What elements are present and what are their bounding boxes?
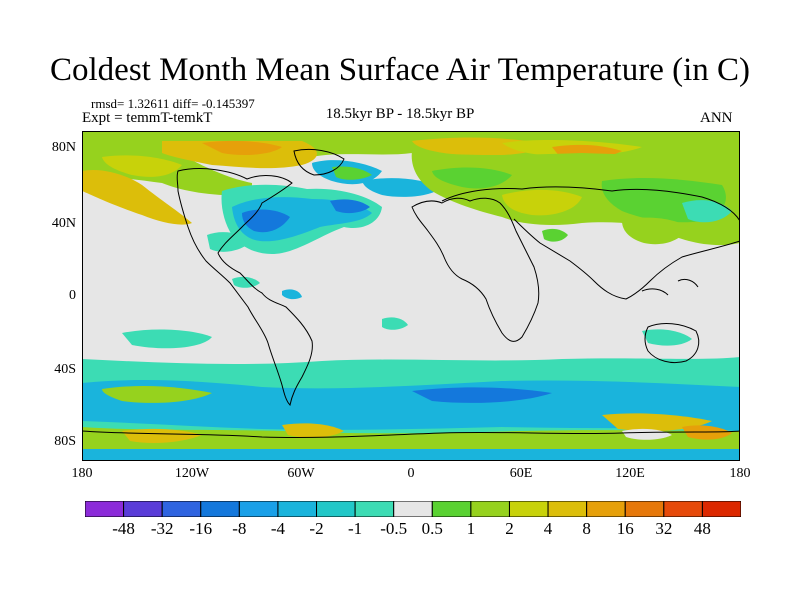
colorbar-label: -1 xyxy=(348,519,363,538)
colorbar-swatch xyxy=(586,501,626,517)
lat-tick-0: 0 xyxy=(69,288,76,303)
lon-tick-180e: 180 xyxy=(729,466,751,481)
colorbar-label: -48 xyxy=(112,519,135,538)
chart-title: Coldest Month Mean Surface Air Temperatu… xyxy=(50,52,750,88)
colorbar-swatch xyxy=(431,501,472,517)
lon-tick-60w: 60W xyxy=(287,466,315,481)
colorbar-label: 32 xyxy=(655,519,673,538)
lon-tick-120w: 120W xyxy=(174,466,210,481)
colorbar-swatch xyxy=(238,501,279,517)
colorbar-swatch xyxy=(393,501,433,517)
colorbar-swatch xyxy=(624,501,665,517)
southern-ocean-anomaly-band xyxy=(82,357,740,461)
colorbar-label: 48 xyxy=(693,519,711,538)
season-label: ANN xyxy=(700,110,733,126)
lat-tick-80s: 80S xyxy=(54,434,76,449)
lat-tick-40s: 40S xyxy=(54,362,76,377)
temperature-map xyxy=(82,131,740,461)
colorbar-label: 1 xyxy=(466,519,476,538)
experiment-label: Expt = temmT-temkT xyxy=(82,110,213,126)
colorbar-label: 8 xyxy=(582,519,591,538)
colorbar-swatch xyxy=(123,501,163,517)
colorbar-swatch xyxy=(470,501,510,517)
colorbar-label: 2 xyxy=(505,519,514,538)
arctic-anomaly-band xyxy=(82,131,740,225)
colorbar-label: -16 xyxy=(189,519,213,538)
lon-tick-0: 0 xyxy=(407,466,415,481)
coastlines xyxy=(82,148,740,439)
eurasia-anomaly-region xyxy=(411,151,740,246)
colorbar-label: -32 xyxy=(150,519,174,538)
colorbar-swatch xyxy=(701,501,741,517)
lon-tick-180w: 180 xyxy=(71,466,93,481)
colorbar-label: -2 xyxy=(309,519,324,538)
colorbar-swatch xyxy=(354,501,395,517)
lat-tick-40n: 40N xyxy=(51,216,76,231)
colorbar-label: -0.5 xyxy=(380,519,408,538)
lon-tick-120e: 120E xyxy=(615,466,645,481)
lon-tick-60e: 60E xyxy=(509,466,533,481)
colorbar-label: 16 xyxy=(616,519,634,538)
colorbar-label: 4 xyxy=(543,519,553,538)
tropical-patches xyxy=(122,228,692,349)
period-label: 18.5kyr BP - 18.5kyr BP xyxy=(325,106,475,122)
colorbar-swatch xyxy=(547,501,588,517)
map-border xyxy=(82,131,740,461)
colorbar-swatch xyxy=(316,501,356,517)
colorbar-swatch xyxy=(508,501,549,517)
colorbar-label: -8 xyxy=(232,519,247,538)
colorbar-swatch xyxy=(161,501,202,517)
colorbar-label: -4 xyxy=(270,519,286,538)
colorbar xyxy=(85,501,741,517)
colorbar-label: 0.5 xyxy=(421,519,443,538)
colorbar-swatch xyxy=(85,501,125,517)
colorbar-swatch xyxy=(277,501,318,517)
lat-tick-80n: 80N xyxy=(51,140,76,155)
colorbar-swatch xyxy=(663,501,703,517)
rmsd-label: rmsd= 1.32611 diff= -0.145397 xyxy=(91,96,255,111)
colorbar-swatch xyxy=(200,501,240,517)
